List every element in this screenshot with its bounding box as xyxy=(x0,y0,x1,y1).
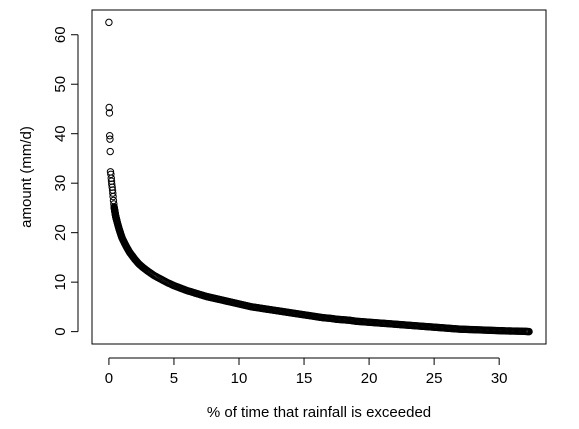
plot-frame xyxy=(91,9,547,345)
data-point xyxy=(105,103,113,112)
axis-titles: % of time that rainfall is exceeded amou… xyxy=(18,126,431,421)
y-tick-label: 50 xyxy=(52,76,69,93)
data-point xyxy=(107,170,115,178)
x-tick-label: 25 xyxy=(426,370,443,387)
x-tick-label: 30 xyxy=(491,370,508,387)
y-tick-label: 40 xyxy=(52,125,69,142)
y-tick-label: 0 xyxy=(52,327,69,335)
data-point xyxy=(525,327,533,336)
y-tick-label: 30 xyxy=(52,175,69,192)
data-point xyxy=(105,18,113,27)
data-point xyxy=(106,135,114,143)
data-point xyxy=(105,109,114,117)
y-tick-label: 20 xyxy=(52,224,69,241)
x-tick-label: 5 xyxy=(170,370,178,387)
data-point xyxy=(106,147,114,156)
axes: 0 5 10 15 20 25 30 0 10 20 30 40 50 60 xyxy=(52,9,547,387)
data-point xyxy=(109,189,117,197)
x-tick-label: 20 xyxy=(361,370,378,387)
y-axis-title: amount (mm/d) xyxy=(18,126,35,228)
y-tick-label: 10 xyxy=(52,274,69,291)
x-tick-label: 0 xyxy=(105,370,113,387)
x-axis-title: % of time that rainfall is exceeded xyxy=(207,404,431,421)
x-tick-label: 15 xyxy=(296,370,313,387)
data-points xyxy=(105,18,533,336)
y-tick-label: 60 xyxy=(52,26,69,43)
data-point xyxy=(105,131,114,140)
x-tick-label: 10 xyxy=(231,370,248,387)
data-point xyxy=(109,192,117,201)
